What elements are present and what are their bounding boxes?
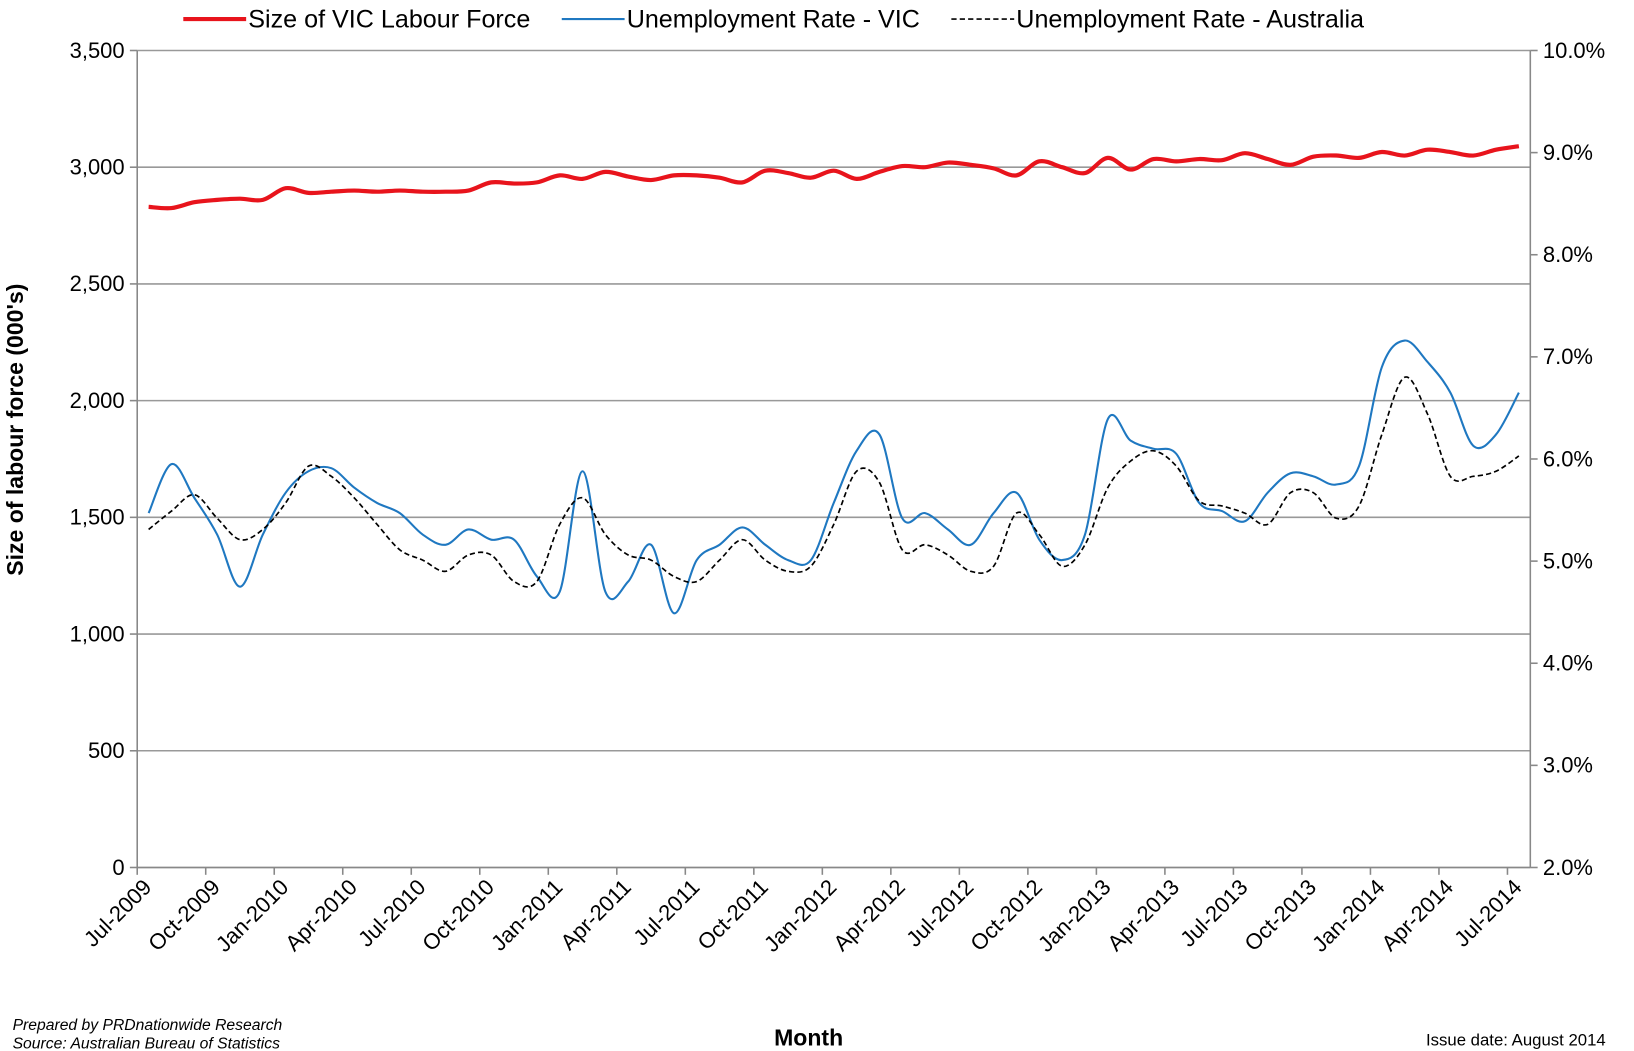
legend-label: Size of VIC Labour Force xyxy=(248,5,530,33)
x-tick-label: Apr-2012 xyxy=(828,874,910,956)
y-tick-label: 0 xyxy=(112,855,124,880)
y2-tick-label: 9.0% xyxy=(1543,140,1593,165)
x-tick-label: Jan-2014 xyxy=(1307,874,1390,957)
x-tick-label: Apr-2014 xyxy=(1376,874,1458,956)
y2-tick-label: 2.0% xyxy=(1543,855,1593,880)
y-tick-label: 1,000 xyxy=(70,621,125,646)
series-line xyxy=(148,144,1520,211)
x-tick-label: Jan-2010 xyxy=(211,874,294,957)
note: Source: Australian Bureau of Statistics xyxy=(13,1036,281,1051)
y-axis-label: Size of labour force (000's) xyxy=(2,284,28,576)
legend-label: Unemployment Rate - Australia xyxy=(1016,5,1364,33)
y-tick-label: 3,500 xyxy=(70,38,125,63)
note: Prepared by PRDnationwide Research xyxy=(13,1017,283,1034)
x-tick-label: Jan-2012 xyxy=(759,874,842,957)
y-tick-label: 500 xyxy=(88,738,125,763)
x-tick-label: Oct-2011 xyxy=(693,874,773,954)
y-tick-label: 2,500 xyxy=(70,271,125,296)
y2-tick-label: 8.0% xyxy=(1543,242,1593,267)
x-tick-label: Oct-2012 xyxy=(965,874,1047,956)
y2-tick-label: 7.0% xyxy=(1543,344,1593,369)
x-tick-label: Oct-2013 xyxy=(1239,874,1321,956)
note: Issue date: August 2014 xyxy=(1426,1031,1606,1050)
y2-tick-label: 6.0% xyxy=(1543,446,1593,471)
x-tick-label: Jan-2011 xyxy=(486,874,567,955)
x-tick-label: Oct-2010 xyxy=(417,874,499,956)
x-tick-label: Apr-2013 xyxy=(1102,874,1184,956)
x-tick-label: Jul-2014 xyxy=(1449,874,1526,951)
x-tick-label: Apr-2010 xyxy=(280,874,362,956)
y2-tick-label: 3.0% xyxy=(1543,753,1593,778)
y2-tick-label: 4.0% xyxy=(1543,651,1593,676)
x-tick-label: Oct-2009 xyxy=(143,874,225,956)
y-tick-label: 3,000 xyxy=(70,155,125,180)
y-tick-label: 2,000 xyxy=(70,388,125,413)
series-line xyxy=(147,339,1520,615)
y-tick-label: 1,500 xyxy=(70,505,125,530)
y2-tick-label: 5.0% xyxy=(1543,548,1593,573)
legend-label: Unemployment Rate - VIC xyxy=(627,5,920,33)
x-axis-label: Month xyxy=(774,1025,843,1051)
series-line xyxy=(148,376,1520,588)
y2-tick-label: 10.0% xyxy=(1543,38,1605,63)
x-tick-label: Apr-2011 xyxy=(555,874,635,954)
x-tick-label: Jan-2013 xyxy=(1033,874,1116,957)
